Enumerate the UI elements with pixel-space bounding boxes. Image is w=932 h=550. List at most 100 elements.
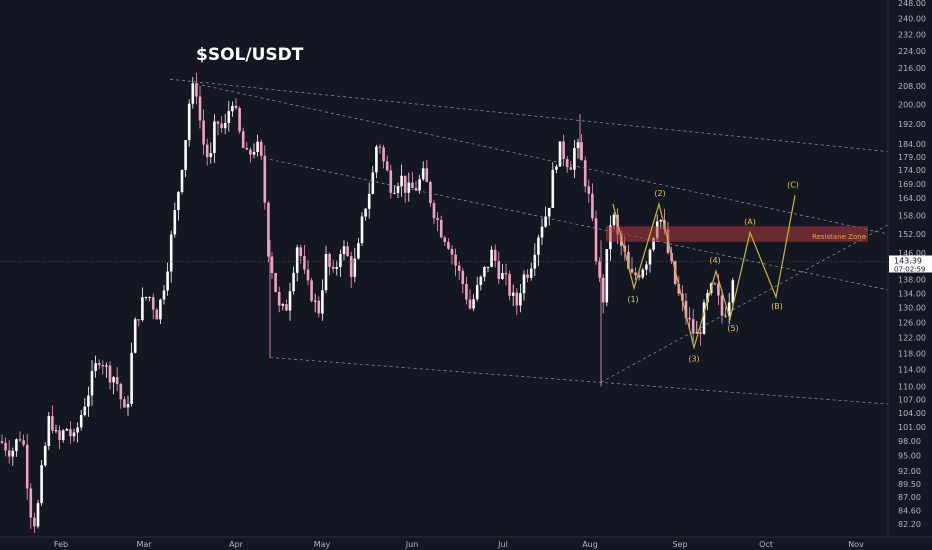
- price-tick-label: 146.00: [898, 249, 926, 258]
- candle-body: [346, 246, 349, 257]
- candle-body: [187, 103, 191, 141]
- candle-body: [252, 151, 256, 155]
- candle-body: [360, 216, 364, 244]
- candle-body: [659, 220, 663, 222]
- candle-body: [371, 172, 375, 194]
- candle-body: [598, 261, 601, 278]
- candle-body: [310, 280, 313, 301]
- candle-body: [123, 399, 126, 408]
- candle-body: [601, 277, 605, 303]
- price-tick-label: 158.00: [898, 212, 926, 221]
- candle-body: [515, 292, 519, 306]
- candle-body: [681, 293, 684, 301]
- candle-body: [90, 370, 94, 396]
- candle-body: [11, 450, 15, 457]
- candle-body: [720, 295, 724, 316]
- price-tick-label: 95.00: [898, 452, 921, 461]
- candle-body: [483, 266, 486, 277]
- elliott-wave-group: (1) (2) (3) (4) (5) (A) (B) (C): [612, 180, 799, 363]
- candle-body: [486, 266, 490, 268]
- price-tick-label: 192.00: [898, 120, 926, 129]
- candle-body: [108, 365, 112, 383]
- month-label-feb: Feb: [54, 540, 68, 549]
- candle-body: [587, 186, 591, 194]
- price-tick-label: 84.60: [898, 506, 921, 515]
- candle-body: [436, 218, 439, 220]
- price-axis[interactable]: 82.20 84.60 87.00 89.50 92.00 95.00 98.00 101.0…: [0, 0, 932, 537]
- candle-body: [630, 268, 634, 273]
- candle-body: [299, 247, 303, 257]
- resistance-zone: [606, 226, 868, 242]
- candle-body: [475, 285, 479, 300]
- candle-body: [173, 210, 177, 235]
- wave-path: [612, 195, 796, 350]
- current-price-value: 143.39: [894, 256, 922, 265]
- candle-body: [54, 430, 58, 432]
- candle-body: [717, 283, 720, 296]
- candle-body: [130, 352, 133, 404]
- candle-body: [177, 191, 180, 211]
- wave-label: (2): [654, 189, 665, 198]
- candle-body: [33, 517, 36, 527]
- candle-body: [349, 256, 353, 277]
- price-tick-label: 134.00: [898, 289, 926, 298]
- candle-body: [151, 297, 155, 310]
- trendlines-group: Resistane Zone: [169, 78, 889, 405]
- wave-label: (1): [627, 295, 638, 304]
- price-tick-label: 179.00: [898, 153, 926, 162]
- candle-body: [119, 383, 123, 400]
- candle-body: [713, 283, 717, 285]
- candle-body: [407, 182, 411, 193]
- candle-body: [691, 319, 695, 334]
- candle-body: [393, 192, 396, 194]
- month-label-jul: Jul: [497, 540, 508, 549]
- candle-body: [303, 256, 306, 270]
- price-tick-label: 208.00: [898, 82, 926, 91]
- candle-body: [400, 175, 403, 187]
- candle-body: [223, 122, 227, 129]
- candle-body: [497, 260, 501, 279]
- candle-body: [133, 319, 137, 353]
- candle-body: [270, 256, 274, 274]
- candle-body: [148, 297, 151, 299]
- candle-body: [706, 293, 709, 303]
- candle-body: [317, 300, 321, 314]
- candle-body: [65, 429, 69, 431]
- candle-body: [612, 214, 616, 226]
- time-axis[interactable]: Feb Mar Apr May Jun Jul Aug Sep Oct Nov: [0, 536, 932, 549]
- candle-body: [688, 317, 691, 320]
- candle-body: [40, 465, 43, 504]
- price-tick-label: 224.00: [898, 47, 926, 56]
- price-tick-label: 122.00: [898, 334, 926, 343]
- candle-body: [677, 284, 681, 294]
- month-label-apr: Apr: [229, 540, 244, 549]
- candle-body: [443, 237, 447, 242]
- price-tick-label: 164.00: [898, 194, 926, 203]
- candle-body: [58, 430, 61, 441]
- candle-body: [245, 147, 249, 150]
- price-tick-label: 82.20: [898, 520, 921, 529]
- candle-body: [76, 427, 79, 433]
- candle-body: [234, 105, 238, 109]
- month-label-oct: Oct: [759, 540, 773, 549]
- price-tick-label: 118.00: [898, 349, 926, 358]
- candle-body: [155, 309, 159, 320]
- wave-label: (4): [709, 256, 720, 265]
- price-tick-label: 92.00: [898, 467, 921, 476]
- candle-body: [421, 168, 425, 180]
- candle-body: [306, 269, 310, 281]
- candle-body: [537, 237, 540, 255]
- chart-title: $SOL/USDT: [196, 45, 304, 65]
- candle-body: [699, 332, 702, 334]
- candle-body: [684, 300, 688, 318]
- candle-body: [439, 219, 443, 238]
- candle-body: [259, 141, 263, 156]
- price-tick-label: 126.00: [898, 318, 926, 327]
- candle-body: [411, 182, 414, 188]
- candle-body: [69, 429, 72, 437]
- candle-body: [97, 363, 101, 366]
- candle-body: [51, 416, 54, 431]
- candle-body: [375, 146, 378, 173]
- candle-body: [184, 140, 187, 171]
